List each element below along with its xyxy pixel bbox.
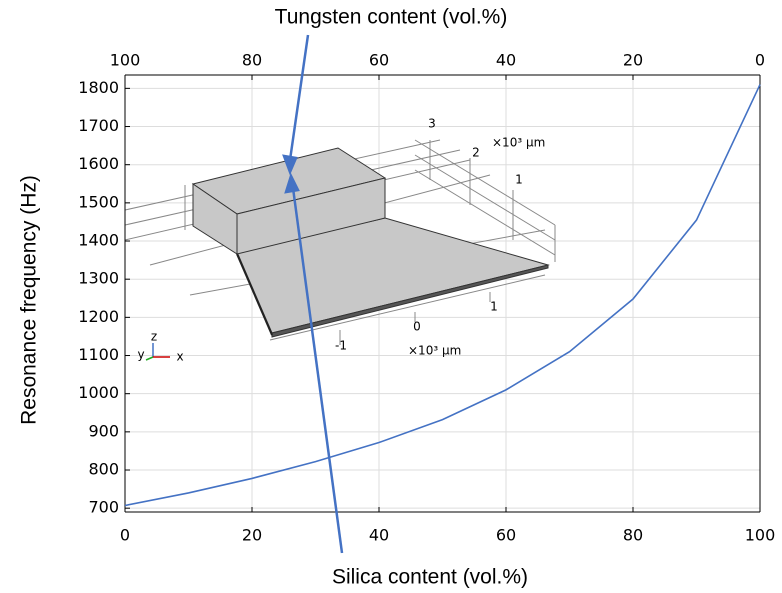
y-tick-label: 1400 (78, 231, 119, 250)
x2-tick-label: 80 (242, 51, 262, 70)
inset-label: ×10³ μm (492, 136, 545, 150)
x2-tick-label: 100 (110, 51, 141, 70)
inset-label: 2 (472, 146, 480, 160)
inset-label: 3 (428, 117, 436, 131)
y-tick-label: 800 (88, 460, 119, 479)
x2-tick-label: 60 (369, 51, 389, 70)
inset-label: z (151, 330, 157, 344)
x-tick-label: 40 (369, 526, 389, 545)
y-tick-label: 1000 (78, 383, 119, 402)
x-tick-label: 60 (496, 526, 516, 545)
inset-label: ×10³ μm (408, 344, 461, 358)
y-tick-label: 900 (88, 421, 119, 440)
x2-axis-title: Tungsten content (vol.%) (275, 6, 508, 29)
x2-tick-label: 40 (496, 51, 516, 70)
inset-label: 0 (413, 320, 421, 334)
y-tick-label: 700 (88, 498, 119, 517)
x-tick-label: 0 (120, 526, 130, 545)
inset-label: y (137, 348, 144, 362)
x-tick-label: 100 (745, 526, 776, 545)
y-tick-label: 1300 (78, 269, 119, 288)
x-tick-label: 80 (623, 526, 643, 545)
x-tick-label: 20 (242, 526, 262, 545)
x-axis-title: Silica content (vol.%) (332, 566, 528, 589)
chart: Tungsten content (vol.%) Silica content … (0, 0, 782, 593)
inset-label: 1 (490, 300, 498, 314)
inset-label: -1 (335, 339, 347, 353)
y-tick-label: 1800 (78, 78, 119, 97)
x2-tick-label: 0 (755, 51, 765, 70)
y-tick-label: 1700 (78, 116, 119, 135)
y-tick-label: 1100 (78, 345, 119, 364)
y-tick-label: 1200 (78, 307, 119, 326)
inset-label: 1 (515, 173, 523, 187)
x2-tick-label: 20 (623, 51, 643, 70)
y-tick-label: 1600 (78, 154, 119, 173)
y-axis-title: Resonance frequency (Hz) (18, 175, 41, 425)
inset-label: x (176, 350, 183, 364)
y-tick-label: 1500 (78, 192, 119, 211)
